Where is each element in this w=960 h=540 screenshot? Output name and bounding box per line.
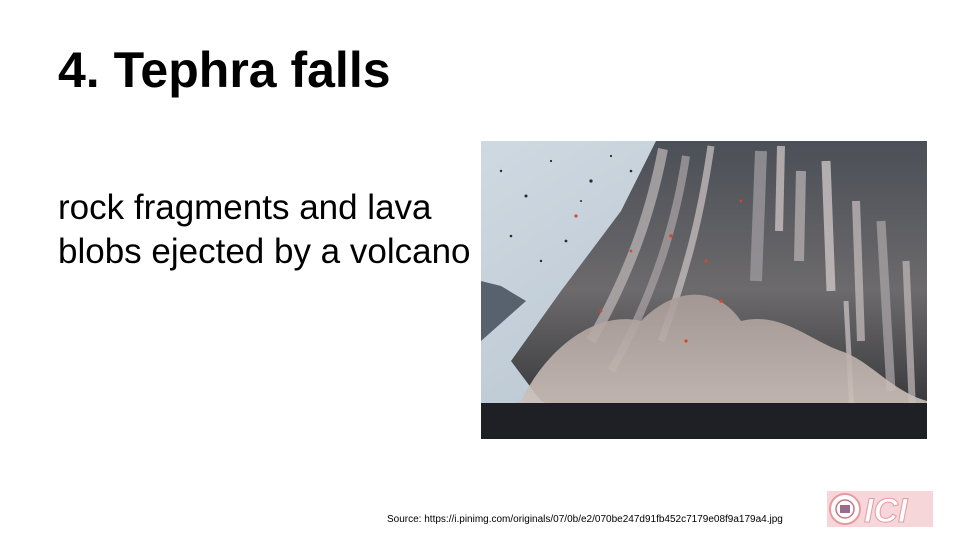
ground <box>481 403 927 439</box>
slide-body-text: rock fragments and lava blobs ejected by… <box>58 188 471 271</box>
eruption-photo <box>481 141 927 439</box>
ici-logo: ICI <box>827 489 933 529</box>
image-source-caption: Source: https://i.pinimg.com/originals/0… <box>387 514 783 525</box>
rock-fragments <box>499 154 633 263</box>
dust-plume <box>481 294 927 439</box>
mountain-slope <box>481 281 526 341</box>
slide-title: 4. Tephra falls <box>58 42 391 98</box>
logo-text: ICI <box>864 492 909 529</box>
tephra-streaks <box>586 145 917 432</box>
lava-fragments <box>574 199 743 343</box>
